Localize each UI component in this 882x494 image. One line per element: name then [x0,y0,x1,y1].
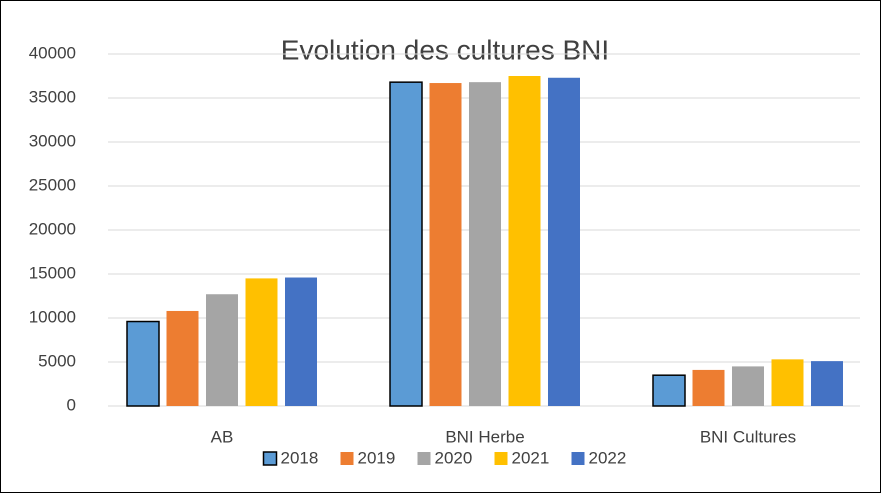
bar [652,374,686,407]
y-tick-label: 30000 [29,131,76,150]
y-tick-label: 5000 [38,351,76,370]
bar [389,81,423,407]
bar [285,277,317,406]
bar [771,359,804,406]
bar [548,77,580,406]
bar [508,76,541,406]
legend-swatch [571,452,585,465]
legend-label: 2019 [358,448,396,467]
bar [811,361,843,406]
bar [692,369,725,406]
bar [206,294,238,406]
x-tick-label: AB [211,427,234,446]
y-tick-label: 0 [67,395,76,414]
legend-label: 2021 [512,448,550,467]
y-tick-label: 25000 [29,175,76,194]
bar [166,310,199,406]
bar [245,278,278,406]
y-tick-label: 35000 [29,87,76,106]
legend-label: 2022 [589,448,627,467]
bar [429,83,462,406]
y-tick-label: 40000 [29,43,76,62]
y-tick-label: 20000 [29,219,76,238]
bar [732,366,764,406]
legend-swatch [340,452,354,465]
y-tick-label: 15000 [29,263,76,282]
bar [469,82,501,406]
bar [126,320,160,407]
legend-swatch [262,451,278,466]
legend-swatch [417,452,431,465]
legend-label: 2020 [435,448,473,467]
x-tick-label: BNI Herbe [445,427,524,446]
legend-label: 2018 [281,448,319,467]
legend-swatch [494,452,508,465]
chart-title: Evolution des cultures BNI [281,34,609,65]
x-tick-label: BNI Cultures [700,427,796,446]
y-tick-label: 10000 [29,307,76,326]
